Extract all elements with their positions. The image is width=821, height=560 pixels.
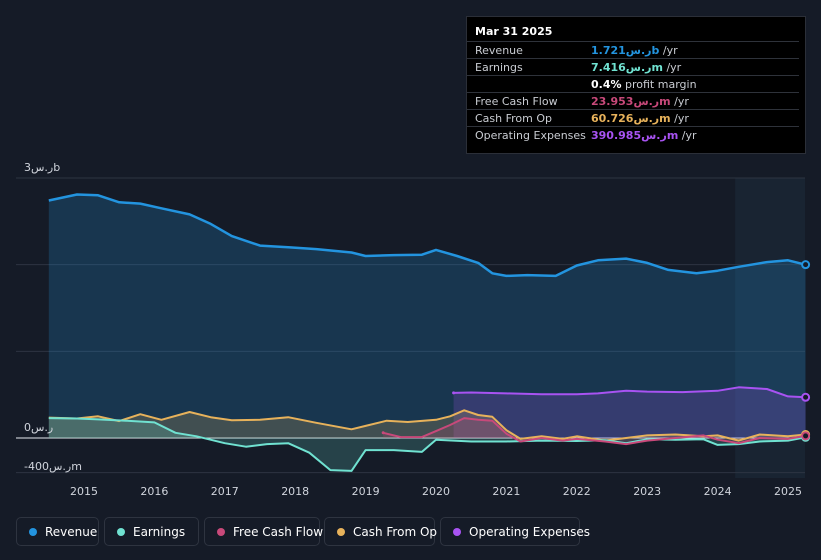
x-tick-label: 2020 [422, 485, 450, 498]
forecast-band [735, 178, 805, 478]
y-axis-label-zero: 0ر.س [24, 421, 53, 434]
earnings-line [48, 417, 806, 472]
legend-item-operating-expenses[interactable]: Operating Expenses [440, 517, 590, 546]
legend-item-earnings[interactable]: Earnings [104, 517, 199, 546]
tooltip-value: 0.4% profit margin [591, 78, 697, 91]
legend-label: Revenue [45, 525, 98, 539]
earnings-area [48, 418, 806, 471]
series-end-markers [381, 260, 811, 442]
legend-label: Earnings [133, 525, 186, 539]
tooltip-row-opex: Operating Expenses 390.985ر.سm /yr [467, 126, 799, 144]
x-tick-label: 2024 [704, 485, 732, 498]
fcf-area [383, 418, 806, 445]
tooltip-value: 60.726ر.سm /yr [591, 112, 689, 125]
legend-label: Free Cash Flow [233, 525, 324, 539]
x-tick-label: 2018 [281, 485, 309, 498]
legend-dot-icon [217, 528, 225, 536]
tooltip-value: 390.985ر.سm /yr [591, 129, 697, 142]
tooltip-value: 23.953ر.سm /yr [591, 95, 689, 108]
opex-end-point [801, 392, 811, 402]
legend-dot-icon [453, 528, 461, 536]
fcf-line [382, 417, 806, 446]
tooltip-value: 7.416ر.سm /yr [591, 61, 682, 74]
x-tick-label: 2016 [140, 485, 168, 498]
legend-dot-icon [117, 528, 125, 536]
opex-line [453, 386, 806, 399]
x-tick-label: 2015 [70, 485, 98, 498]
fcf-start-point [381, 431, 385, 435]
tooltip-label: Earnings [475, 61, 523, 74]
x-tick-label: 2022 [563, 485, 591, 498]
y-axis-label-top: 3ر.سb [24, 161, 60, 174]
legend-item-revenue[interactable]: Revenue [16, 517, 99, 546]
tooltip-row-revenue: Revenue 1.721ر.سb /yr [467, 41, 799, 59]
revenue-area [48, 194, 806, 438]
legend-item-cash-from-op[interactable]: Cash From Op [324, 517, 438, 546]
tooltip-row-cfo: Cash From Op 60.726ر.سm /yr [467, 109, 799, 127]
fcf-end-point [801, 431, 811, 441]
y-axis-label-bottom: -400ر.سm [24, 460, 82, 473]
tooltip-label: Revenue [475, 44, 523, 57]
x-tick-label: 2023 [633, 485, 661, 498]
series-areas [48, 194, 806, 471]
opex-start-point [452, 391, 456, 395]
legend-dot-icon [337, 528, 345, 536]
legend-label: Operating Expenses [469, 525, 590, 539]
series-lines [48, 193, 806, 472]
tooltip-date: Mar 31 2025 [475, 25, 553, 38]
legend-dot-icon [29, 528, 37, 536]
x-axis-ticks: 2015 2016 2017 2018 2019 2020 2021 2022 2023 2024… [70, 485, 802, 498]
x-tick-label: 2017 [211, 485, 239, 498]
legend-item-free-cash-flow[interactable]: Free Cash Flow [204, 517, 324, 546]
tooltip-label: Cash From Op [475, 112, 553, 125]
cfo-line [48, 409, 806, 442]
x-tick-label: 2025 [774, 485, 802, 498]
legend-label: Cash From Op [353, 525, 438, 539]
x-tick-label: 2021 [492, 485, 520, 498]
cfo-area [48, 410, 806, 441]
opex-area [453, 387, 806, 438]
tooltip-row-earnings: Earnings 7.416ر.سm /yr [467, 58, 799, 76]
tooltip-row-fcf: Free Cash Flow 23.953ر.سm /yr [467, 92, 799, 110]
tooltip-row-profit-margin: 0.4% profit margin [467, 75, 799, 93]
tooltip-label: Operating Expenses [475, 129, 586, 142]
revenue-line [48, 193, 806, 278]
tooltip-value: 1.721ر.سb /yr [591, 44, 678, 57]
x-tick-label: 2019 [352, 485, 380, 498]
revenue-end-point [801, 260, 811, 270]
tooltip: Mar 31 2025 Revenue 1.721ر.سb /yr Earnin… [466, 16, 806, 154]
tooltip-label: Free Cash Flow [475, 95, 558, 108]
